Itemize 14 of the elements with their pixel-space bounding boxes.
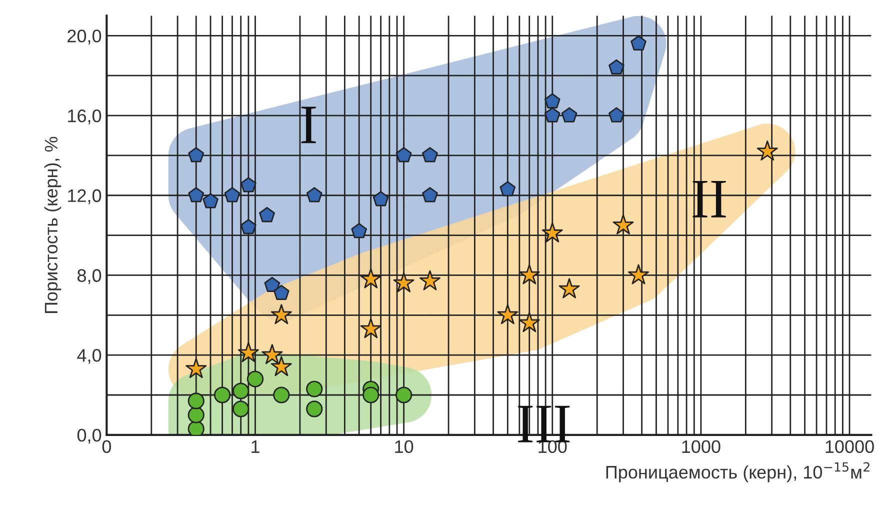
y-tick-label: 16,0 — [68, 109, 102, 124]
x-tick-label: 1000 — [682, 440, 720, 454]
y-tick-label: 0,0 — [77, 428, 102, 444]
y-tick-label: 4,0 — [77, 349, 102, 364]
x-tick-label: 10 — [395, 440, 414, 454]
y-axis-title: Пористость (керн), % — [44, 136, 62, 313]
x-tick-label: 10000 — [826, 440, 874, 454]
y-tick-label: 20,0 — [68, 30, 102, 45]
y-tick-label: 8,0 — [78, 269, 102, 284]
x-axis-title: Проницаемость (керн), 10$^{−15}$м$^{2}$ — [606, 462, 870, 482]
y-tick-label: 12,0 — [68, 189, 102, 204]
x-tick-label: 1 — [252, 440, 260, 453]
annotation: I — [301, 106, 316, 144]
x-tick-label: 0 — [102, 440, 111, 454]
